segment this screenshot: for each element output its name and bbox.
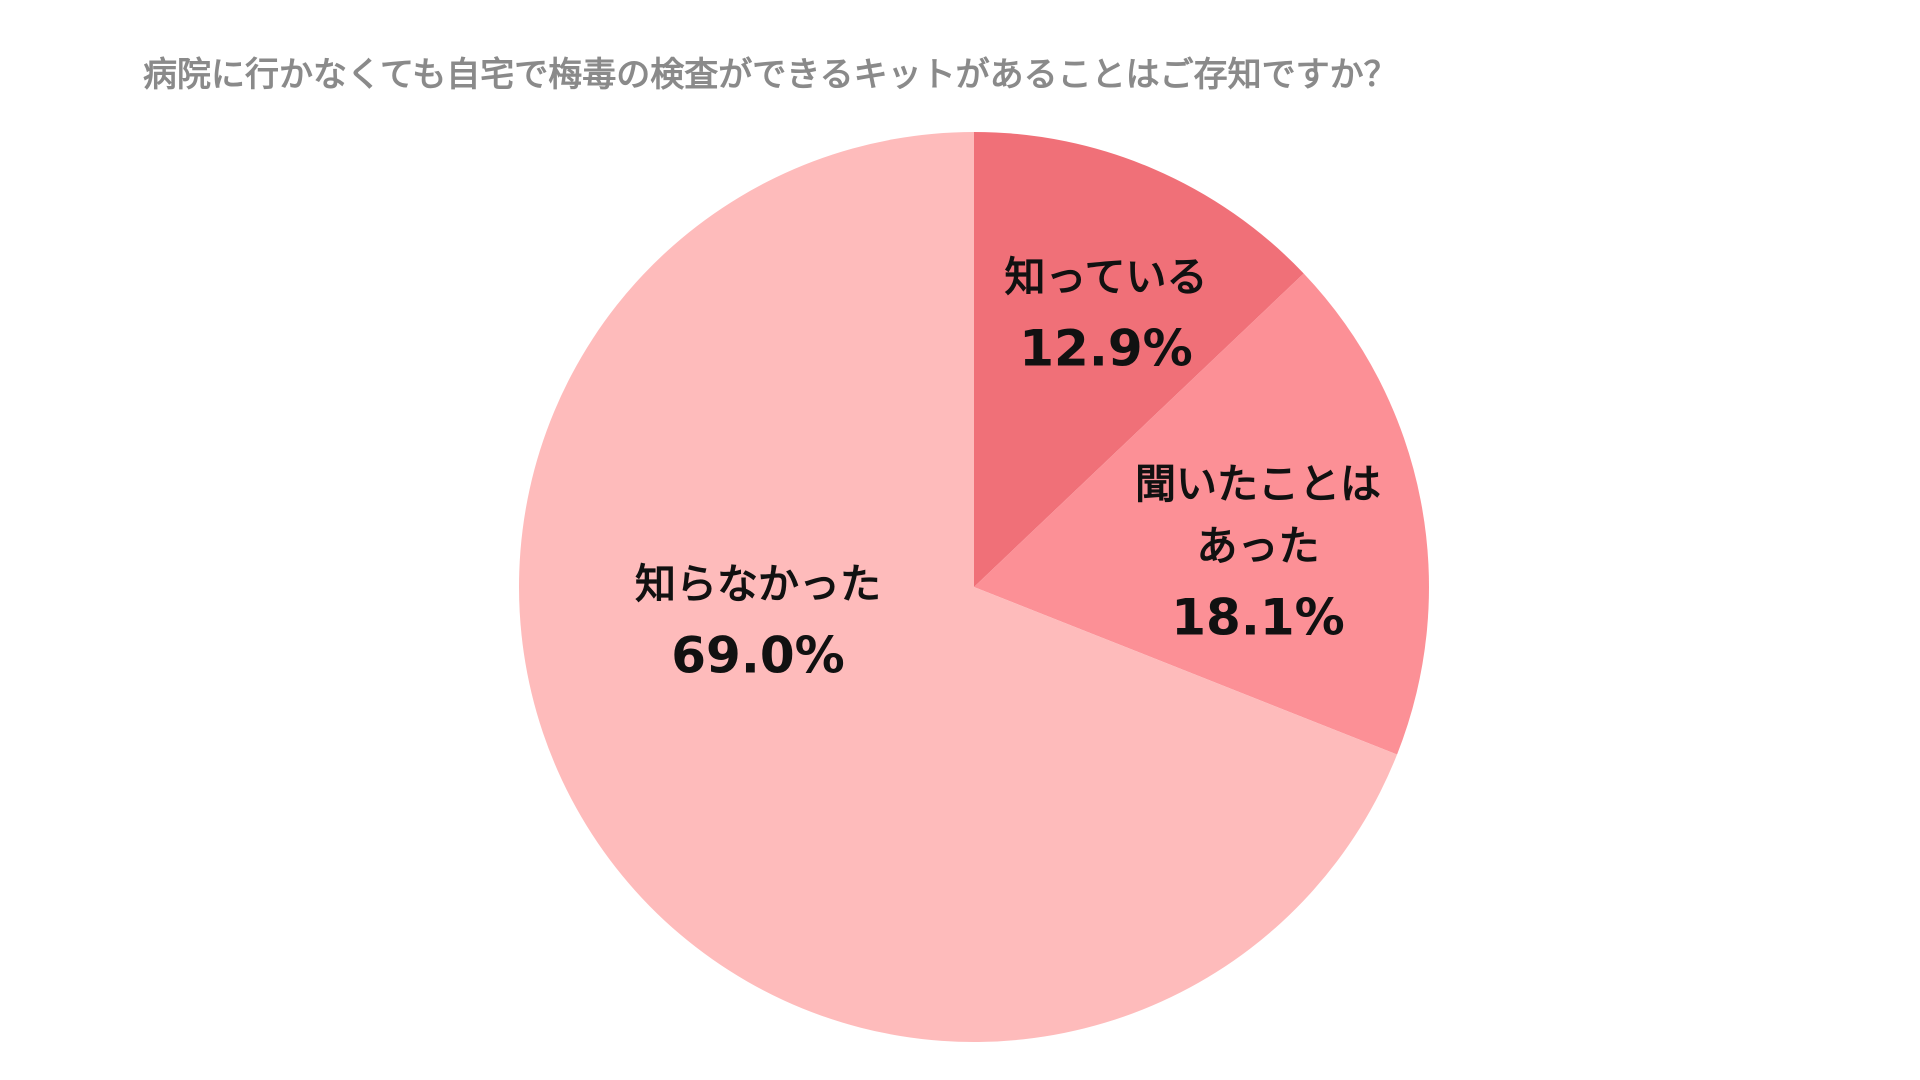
- slice-value: 12.9%: [1019, 320, 1192, 378]
- slice-value: 69.0%: [671, 627, 844, 685]
- slice-label: 知らなかった: [635, 560, 881, 608]
- pie-slice: [519, 132, 1398, 1042]
- pie-slice: [974, 273, 1429, 755]
- slice-label: 知っている: [1005, 253, 1208, 301]
- slice-label: 聞いたことはあった: [1135, 460, 1381, 570]
- slice-value: 18.1%: [1171, 589, 1344, 647]
- pie-slice: [974, 132, 1304, 587]
- chart-title: 病院に行かなくても自宅で梅毒の検査ができるキットがあることはご存知ですか？: [143, 55, 1398, 95]
